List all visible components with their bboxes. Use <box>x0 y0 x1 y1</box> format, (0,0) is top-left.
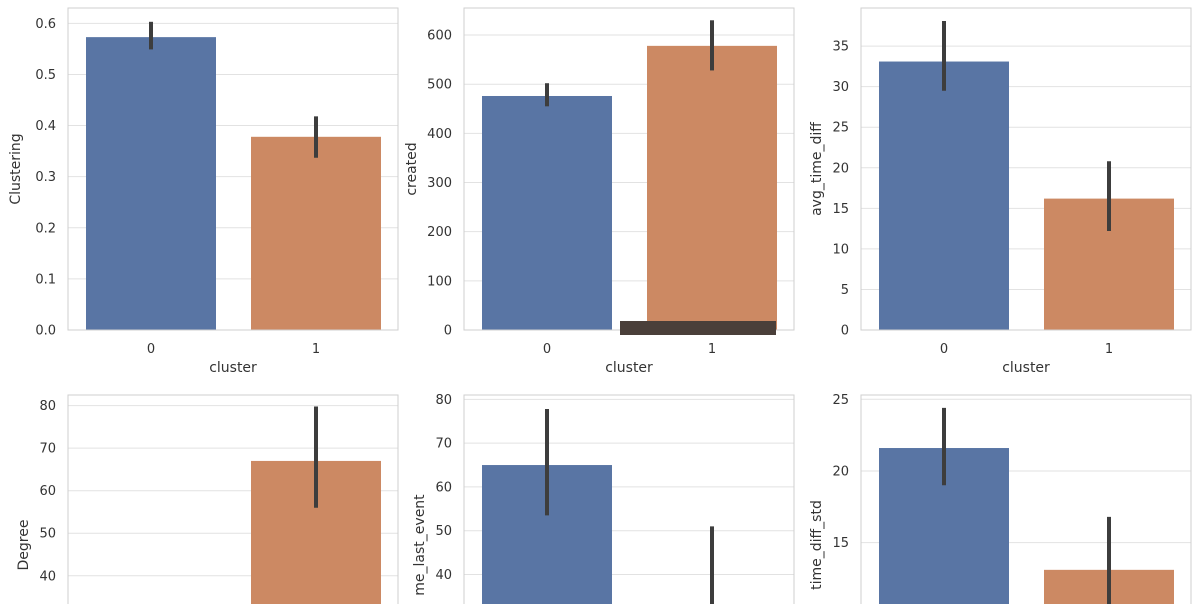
x-tick-label: 1 <box>1105 342 1113 357</box>
y-tick-label: 10 <box>832 242 849 257</box>
y-tick-label: 70 <box>435 437 452 452</box>
axes-frame <box>860 7 1192 331</box>
axes-frame <box>860 394 1192 604</box>
bar-cluster-1 <box>251 136 381 330</box>
plot-area <box>482 20 777 330</box>
subplot-1: 0.0 0.1 0.2 0.3 0.4 0.5 0.6 0 1 cluster Clustering <box>8 7 399 376</box>
y-axis-label: time_diff_std <box>809 500 825 590</box>
subplot-3: 0 5 10 15 20 25 30 35 0 1 cluster avg_time_diff <box>809 7 1192 376</box>
y-axis-label: Clustering <box>8 133 24 204</box>
y-tick-label: 0.3 <box>35 170 56 185</box>
y-tick-label: 15 <box>832 536 849 551</box>
y-tick-label: 200 <box>427 225 452 240</box>
y-tick-label: 25 <box>832 121 849 136</box>
y-tick-label: 400 <box>427 127 452 142</box>
plot-area <box>86 21 381 330</box>
y-axis-label: avg_time_diff <box>809 122 825 216</box>
x-axis-label: cluster <box>605 360 653 376</box>
subplot-2: 0 100 200 300 400 500 600 0 1 cluster created <box>404 7 795 376</box>
y-tick-label: 40 <box>435 568 452 583</box>
axes-frame <box>67 7 399 331</box>
y-tick-label: 50 <box>39 527 56 542</box>
y-tick-label: 100 <box>427 274 452 289</box>
subplot-4: 304050607080Degree <box>16 394 399 604</box>
y-tick-label: 0.6 <box>35 17 56 32</box>
bar-cluster-0 <box>879 61 1009 330</box>
y-tick-label: 0.2 <box>35 221 56 236</box>
x-tick-label: 0 <box>940 342 948 357</box>
y-axis-label: me_last_event <box>412 494 428 596</box>
plot-area <box>879 407 1174 604</box>
y-tick-label: 0.5 <box>35 68 56 83</box>
y-tick-label: 0.1 <box>35 272 56 287</box>
y-tick-label: 80 <box>39 399 56 414</box>
x-tick-label: 0 <box>543 342 551 357</box>
x-axis-label: cluster <box>209 360 257 376</box>
y-tick-label: 500 <box>427 78 452 93</box>
y-tick-label: 20 <box>832 464 849 479</box>
y-tick-label: 0.4 <box>35 119 56 134</box>
axes-frame <box>463 394 795 604</box>
y-tick-label: 60 <box>39 484 56 499</box>
plot-area <box>879 20 1174 330</box>
y-axis-label: Degree <box>16 520 32 571</box>
axes-frame <box>67 394 399 604</box>
y-tick-label: 0 <box>444 324 452 339</box>
y-tick-label: 60 <box>435 480 452 495</box>
bar-cluster-1 <box>647 45 777 330</box>
x-tick-label: 1 <box>708 342 716 357</box>
y-tick-label: 40 <box>39 569 56 584</box>
y-tick-label: 300 <box>427 176 452 191</box>
y-tick-label: 5 <box>841 283 849 298</box>
bar-cluster-0 <box>482 95 612 330</box>
plot-area <box>251 406 381 604</box>
x-axis-label: cluster <box>1002 360 1050 376</box>
bar-cluster-0 <box>86 37 216 330</box>
y-tick-label: 0.0 <box>35 324 56 339</box>
y-tick-label: 80 <box>435 393 452 408</box>
y-tick-label: 15 <box>832 202 849 217</box>
plot-area <box>482 409 714 604</box>
y-tick-label: 25 <box>832 393 849 408</box>
subplot-6: 10152025time_diff_std <box>809 393 1192 604</box>
overlay-bar <box>620 321 776 335</box>
y-tick-label: 600 <box>427 29 452 44</box>
x-tick-label: 1 <box>312 342 320 357</box>
y-tick-label: 30 <box>832 80 849 95</box>
y-tick-label: 0 <box>841 324 849 339</box>
x-tick-label: 0 <box>147 342 155 357</box>
subplot-5: 304050607080me_last_event <box>412 393 795 604</box>
y-tick-label: 50 <box>435 524 452 539</box>
y-tick-label: 20 <box>832 161 849 176</box>
y-tick-label: 70 <box>39 442 56 457</box>
y-axis-label: created <box>404 142 420 195</box>
y-tick-label: 35 <box>832 40 849 55</box>
